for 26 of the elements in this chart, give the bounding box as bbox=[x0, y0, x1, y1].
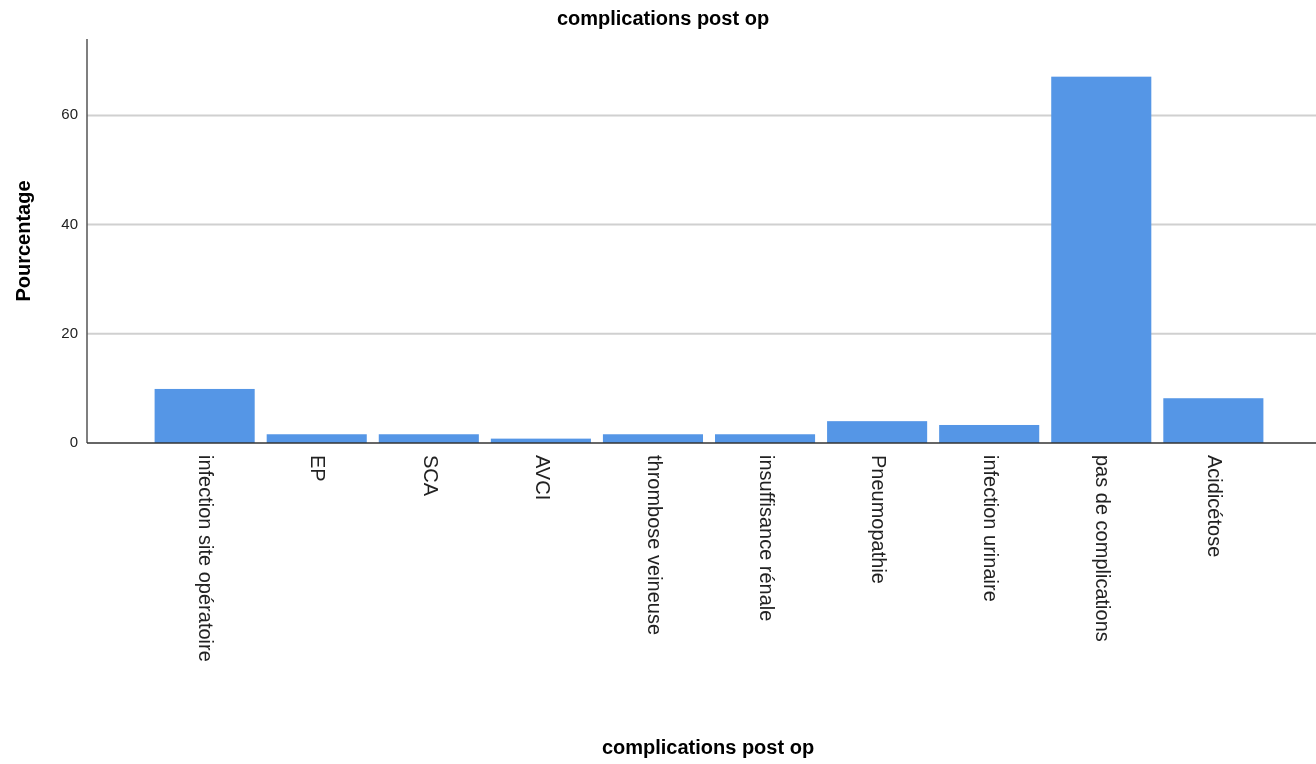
x-tick-label: pas de complications bbox=[1091, 455, 1114, 642]
x-tick-label: Acidicétose bbox=[1204, 455, 1227, 558]
y-tick-label: 40 bbox=[61, 214, 78, 232]
bar bbox=[602, 434, 703, 443]
y-axis-title: Pourcentage bbox=[12, 180, 35, 302]
bar bbox=[939, 424, 1040, 443]
x-tick-label: EP bbox=[307, 455, 330, 482]
bar bbox=[1163, 398, 1264, 443]
x-tick-label: thrombose veineuse bbox=[643, 455, 666, 636]
bar bbox=[154, 388, 255, 443]
bar bbox=[1051, 76, 1152, 443]
bar bbox=[378, 434, 479, 443]
x-tick-label: insuffisance rénale bbox=[755, 455, 778, 622]
bar bbox=[827, 421, 928, 443]
y-tick-label: 20 bbox=[61, 323, 78, 341]
y-tick-label: 0 bbox=[69, 432, 78, 450]
x-axis-title: complications post op bbox=[601, 736, 815, 759]
x-tick-label: SCA bbox=[419, 455, 442, 497]
x-tick-label: infection urinaire bbox=[979, 455, 1002, 602]
bar bbox=[266, 434, 367, 443]
chart-title: complications post op bbox=[556, 7, 770, 30]
x-tick-label: Pneumopathie bbox=[867, 455, 890, 584]
bar bbox=[715, 434, 816, 443]
x-tick-label: AVCI bbox=[531, 455, 554, 501]
y-tick-label: 60 bbox=[61, 105, 78, 123]
x-tick-label: infection site opératoire bbox=[195, 455, 218, 662]
